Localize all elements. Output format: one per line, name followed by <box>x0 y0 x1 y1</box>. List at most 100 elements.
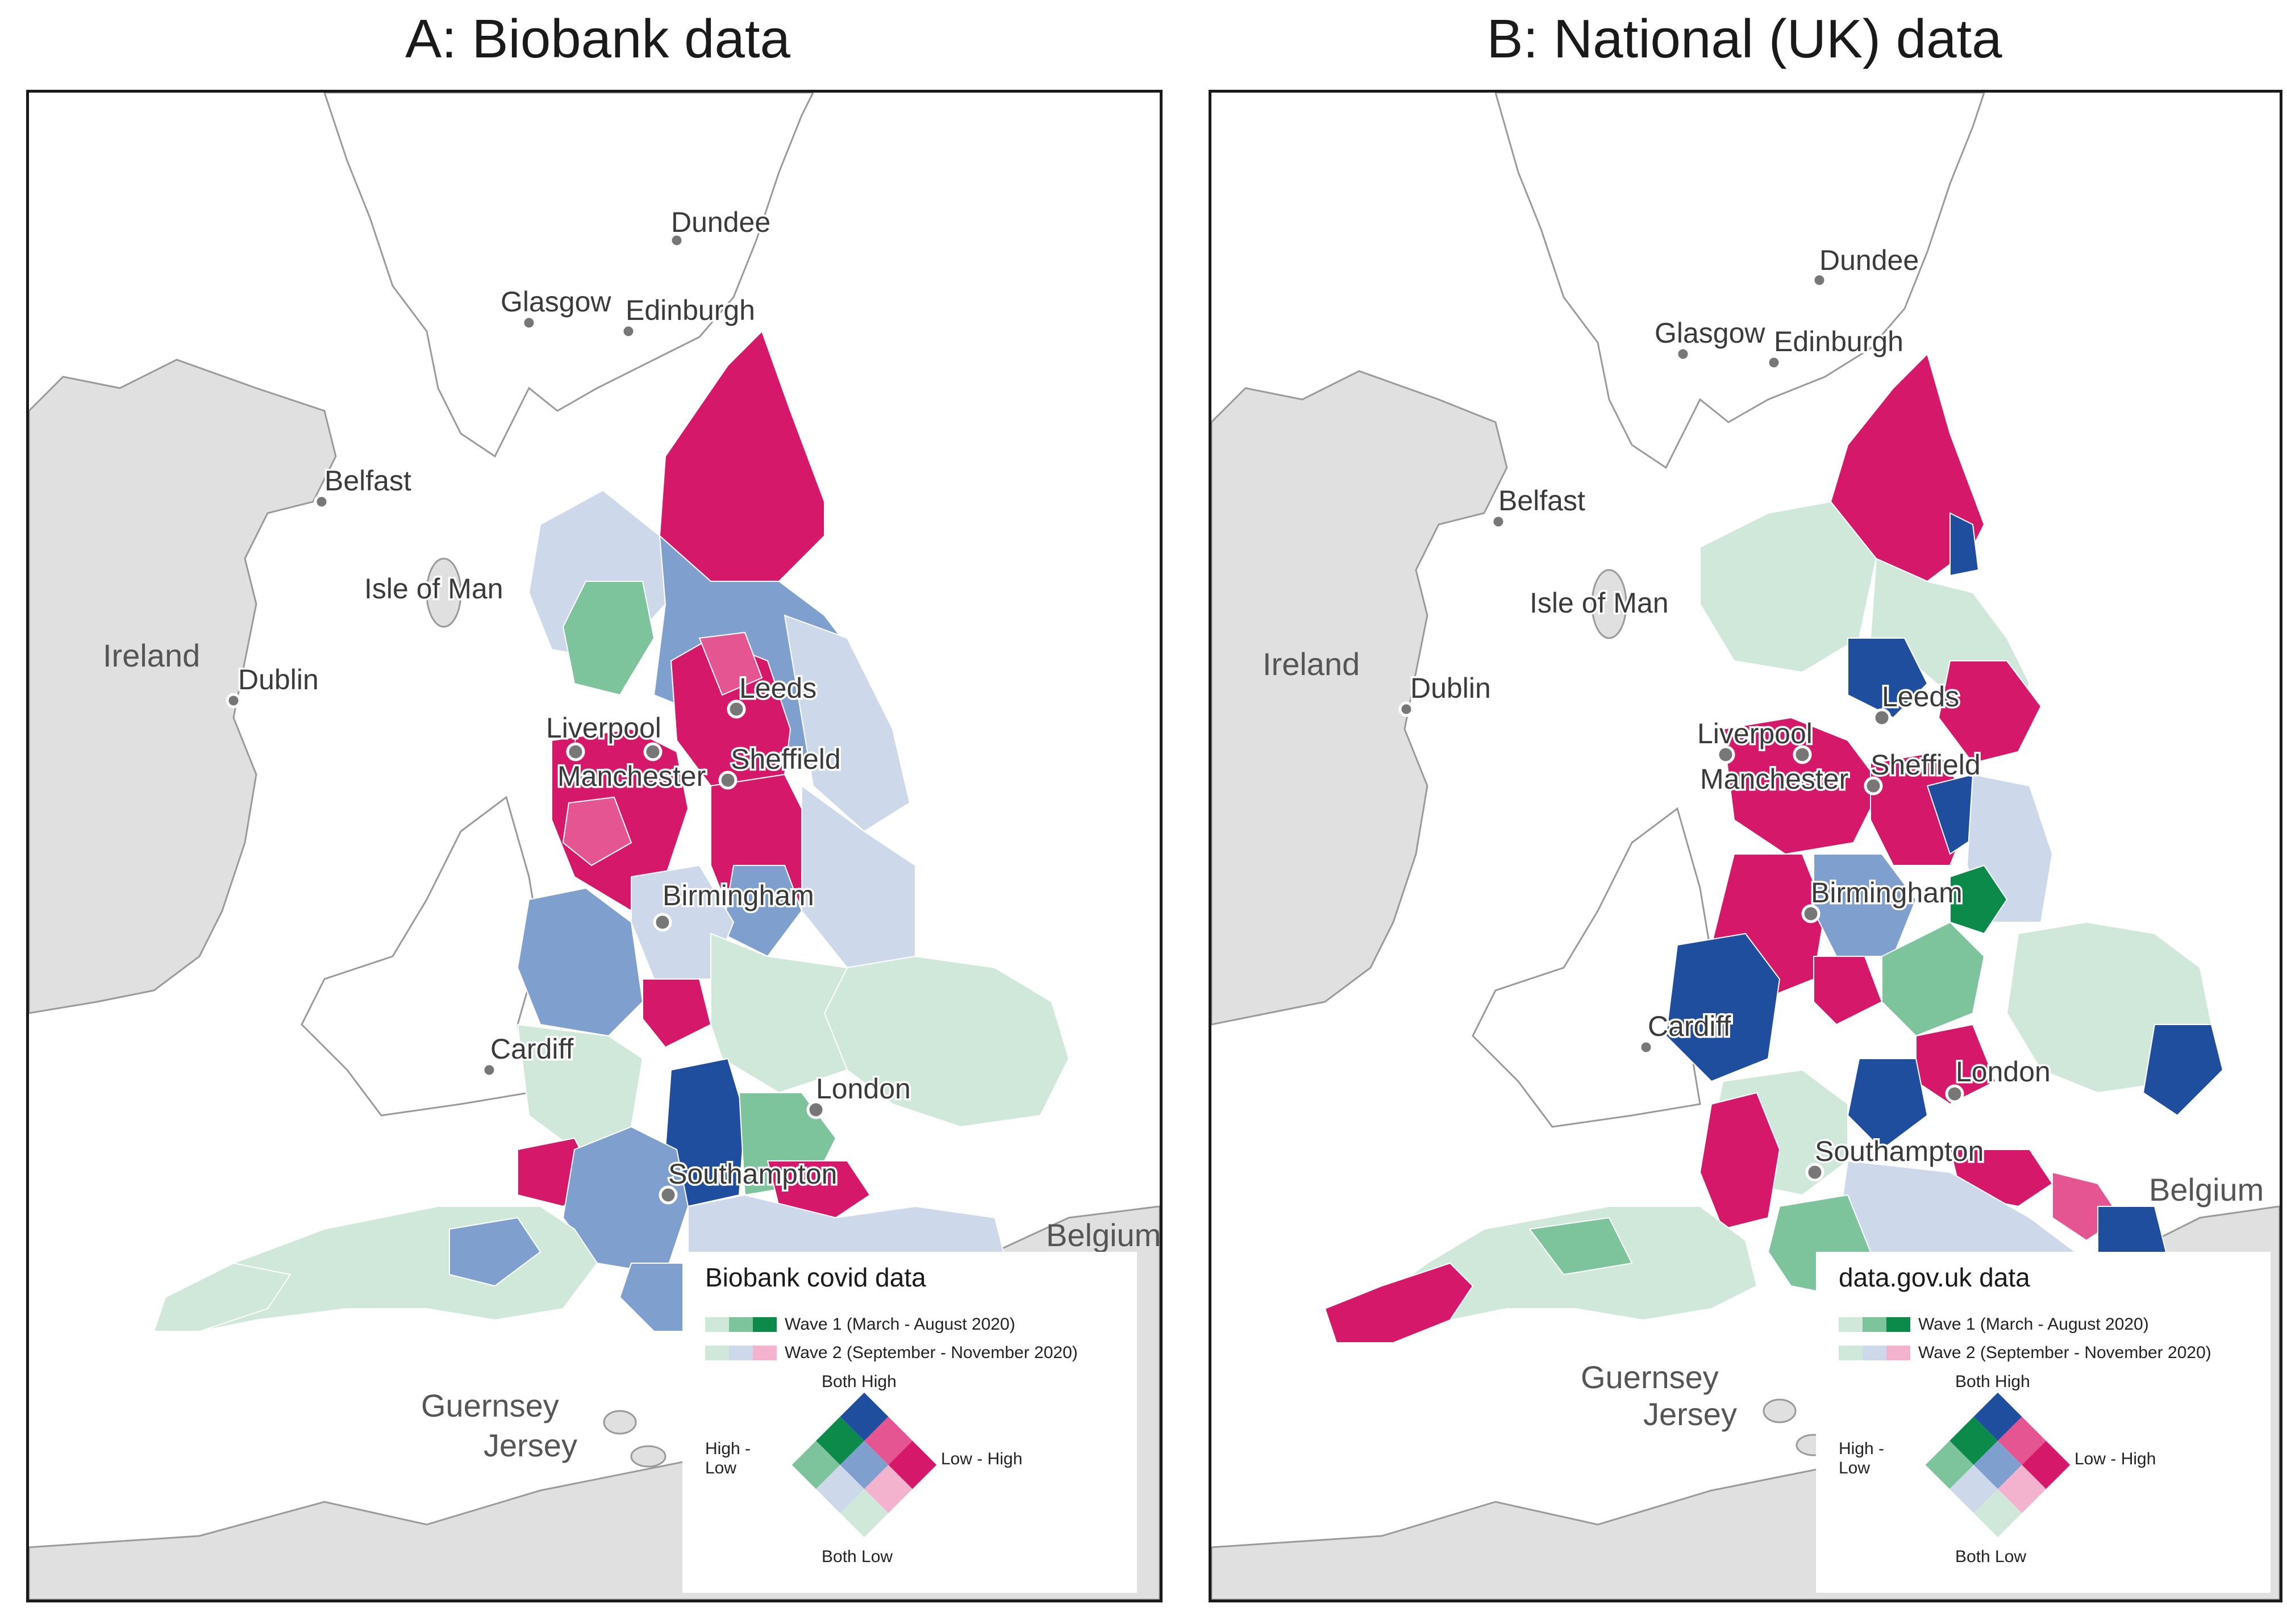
label-birmingham: Birmingham <box>663 880 814 911</box>
label-belfast: Belfast <box>324 465 411 497</box>
region-herefordshire-blue <box>1665 932 1781 1082</box>
legend-wave2-a: Wave 2 (September - November 2020) <box>705 1343 1078 1363</box>
bivariate-key-a <box>792 1392 937 1538</box>
legend-both-low-b: Both Low <box>1955 1547 2027 1566</box>
legend-both-low-a: Both Low <box>822 1547 893 1566</box>
southampton-dot <box>1805 1163 1824 1182</box>
isle-of-man-island <box>1591 569 1627 639</box>
guernsey-island <box>1763 1398 1797 1423</box>
birmingham-dot <box>1801 904 1821 923</box>
city-markers-a <box>226 232 826 1205</box>
region-merseyside-pink <box>562 796 632 867</box>
label-dublin: Dublin <box>1410 672 1491 704</box>
leeds-dot <box>727 699 746 719</box>
label-cardiff: Cardiff <box>490 1033 573 1065</box>
region-west-mids-west <box>516 887 644 1037</box>
label-jersey: Jersey <box>1643 1396 1737 1432</box>
swatch-w2-high <box>753 1346 777 1361</box>
label-dublin: Dublin <box>238 664 319 696</box>
label-sheffield: Sheffield <box>731 743 841 775</box>
swatch-w2-mid <box>729 1346 753 1361</box>
scotland-outline <box>1494 93 1985 469</box>
legend-wave2-label-a: Wave 2 (September - November 2020) <box>785 1343 1078 1363</box>
dublin-dot <box>1398 701 1414 717</box>
manchester-dot <box>1793 745 1812 764</box>
map-panel-national: Dundee Glasgow Edinburgh Belfast Isle of… <box>1209 90 2282 1602</box>
legend-wave1-b: Wave 1 (March - August 2020) <box>1839 1314 2149 1334</box>
region-east-yorkshire <box>1938 660 2042 764</box>
label-edinburgh: Edinburgh <box>1774 326 1903 357</box>
sheffield-dot <box>718 771 738 790</box>
isle-of-man-island <box>426 557 462 628</box>
label-isle-of-man: Isle of Man <box>1530 587 1669 619</box>
map-canvas-b: Dundee Glasgow Edinburgh Belfast Isle of… <box>1211 93 2280 1600</box>
region-london <box>767 1160 871 1219</box>
swatch-w2-low <box>705 1346 729 1361</box>
legend-wave1-label-a: Wave 1 (March - August 2020) <box>785 1315 1015 1334</box>
label-leeds: Leeds <box>1882 681 1959 713</box>
southampton-dot <box>659 1185 678 1205</box>
belfast-dot <box>1490 514 1506 530</box>
legend-low-high-a: Low - High <box>941 1450 1023 1468</box>
wales-outline <box>301 796 541 1117</box>
london-dot <box>1945 1084 1964 1104</box>
region-oxford-blue <box>1847 1058 1928 1151</box>
legend-wave2-b: Wave 2 (September - November 2020) <box>1839 1343 2211 1363</box>
map-canvas-a: Dundee Glasgow Edinburgh Belfast Isle of… <box>29 93 1160 1600</box>
label-sheffield: Sheffield <box>1871 749 1981 781</box>
edinburgh-dot <box>1766 355 1782 370</box>
label-glasgow: Glasgow <box>501 286 611 318</box>
label-birmingham: Birmingham <box>1811 877 1963 909</box>
region-north-east <box>659 330 825 582</box>
swatch-w1-low <box>1839 1317 1863 1332</box>
label-ireland: Ireland <box>103 638 200 673</box>
label-london: London <box>816 1073 911 1105</box>
map-panel-biobank: Dundee Glasgow Edinburgh Belfast Isle of… <box>26 90 1163 1602</box>
label-manchester: Manchester <box>557 760 706 792</box>
ireland-landmass <box>1211 370 1508 1026</box>
region-east-mids <box>710 932 848 1094</box>
swatch-w1-mid <box>729 1317 753 1332</box>
swatch-w2-mid <box>1863 1346 1886 1361</box>
region-north-east-blue <box>1949 512 1980 577</box>
label-liverpool: Liverpool <box>546 712 661 744</box>
city-markers-b <box>1398 272 1964 1182</box>
region-leicester-green <box>1949 864 2008 935</box>
legend-title-a: Biobank covid data <box>705 1263 926 1292</box>
london-dot <box>806 1100 826 1119</box>
swatch-w1-mid <box>1863 1317 1886 1332</box>
region-dorset <box>449 1217 541 1287</box>
label-guernsey: Guernsey <box>1581 1359 1719 1395</box>
label-jersey: Jersey <box>484 1427 577 1463</box>
region-manchester <box>1722 717 1883 855</box>
label-glasgow: Glasgow <box>1655 317 1765 349</box>
legend-low-high-b: Low - High <box>2074 1450 2156 1468</box>
panel-a-title: A: Biobank data <box>405 9 790 69</box>
label-southampton: Southampton <box>1815 1135 1984 1167</box>
legend-both-high-a: Both High <box>822 1372 897 1391</box>
region-devon-green <box>1528 1217 1633 1276</box>
swatch-w1-low <box>705 1317 729 1332</box>
cardiff-dot <box>481 1062 497 1078</box>
region-lakes <box>562 581 655 696</box>
label-manchester: Manchester <box>1700 763 1848 795</box>
legend-a: Biobank covid data Wave 1 (March - Augus… <box>682 1252 1137 1593</box>
label-belgium: Belgium <box>2149 1172 2264 1207</box>
cardiff-dot <box>1638 1039 1654 1055</box>
region-suffolk-blue <box>2142 1024 2224 1117</box>
sheffield-dot <box>1864 776 1883 796</box>
label-leeds: Leeds <box>739 672 817 704</box>
guernsey-island <box>603 1410 637 1435</box>
label-dundee: Dundee <box>671 206 770 238</box>
dublin-dot <box>226 693 241 709</box>
liverpool-dot <box>566 742 585 761</box>
dundee-dot <box>1811 272 1827 288</box>
label-guernsey: Guernsey <box>421 1388 559 1423</box>
region-birmingham <box>642 978 712 1048</box>
swatch-w1-high <box>1886 1317 1910 1332</box>
edinburgh-dot <box>620 323 636 339</box>
label-southampton: Southampton <box>668 1158 837 1190</box>
region-cornwall <box>1324 1262 1474 1343</box>
belfast-dot <box>314 494 330 510</box>
ireland-landmass <box>29 359 337 1014</box>
